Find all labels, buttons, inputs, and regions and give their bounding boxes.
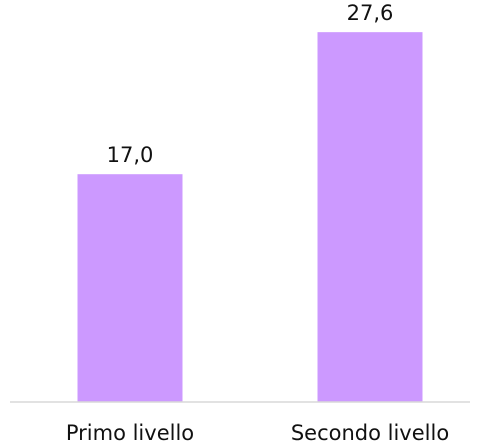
x-tick-label: Secondo livello	[291, 421, 449, 445]
data-labels-group: 17,0 27,6	[107, 1, 394, 167]
data-label: 17,0	[107, 143, 154, 167]
x-tick-label: Primo livello	[66, 421, 194, 445]
x-tick-labels-group: Primo livello Secondo livello	[66, 421, 449, 445]
bars-group	[77, 32, 423, 402]
bar-primo-livello	[77, 174, 183, 402]
data-label: 27,6	[347, 1, 394, 25]
bar-secondo-livello	[317, 32, 423, 402]
